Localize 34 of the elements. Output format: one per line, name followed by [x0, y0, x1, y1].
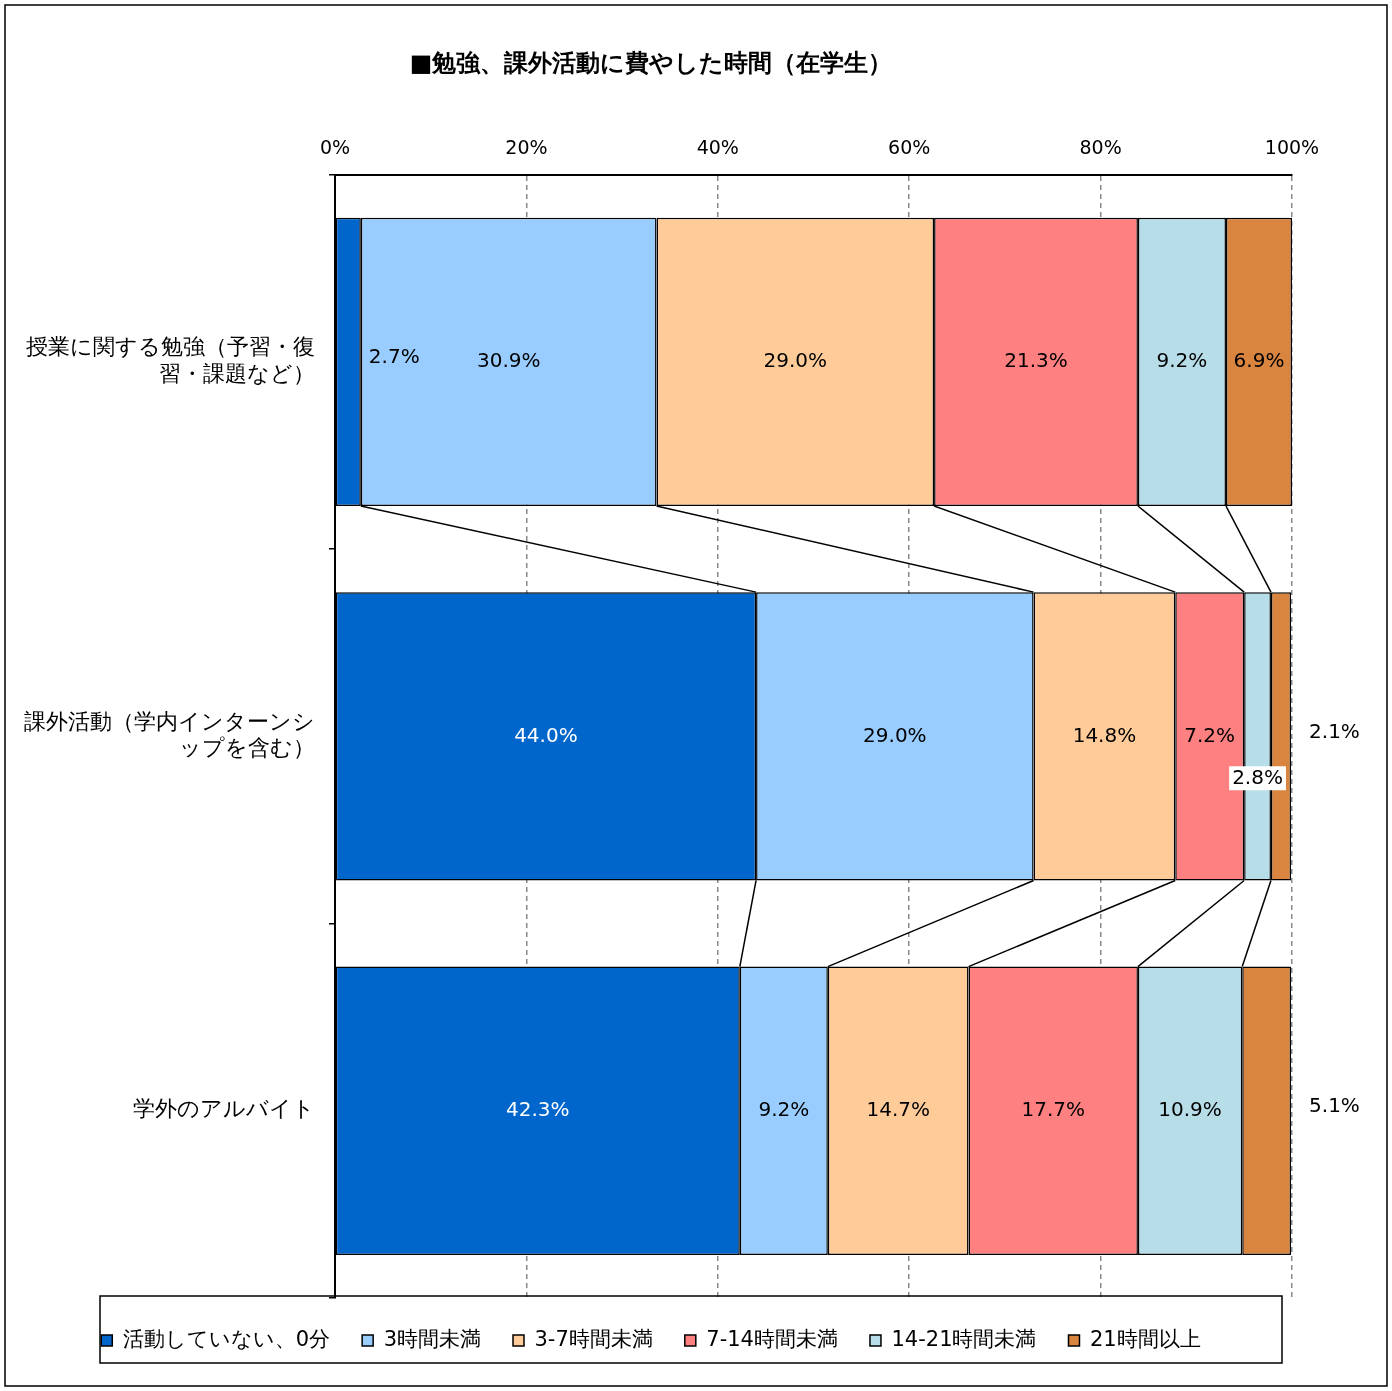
text: 2.7%: [368, 344, 420, 369]
text: 9.2%: [1156, 348, 1208, 373]
x-tick-label: 60%: [888, 136, 931, 159]
legend-label: 3時間未満: [383, 1326, 482, 1351]
text: 21.3%: [1004, 348, 1068, 373]
x-tick-label: 80%: [1079, 136, 1122, 159]
chart-title: ■勉強、課外活動に費やした時間（在学生）: [409, 48, 893, 77]
legend-label: 7-14時間未満: [706, 1326, 838, 1351]
y-tick-label: 課外活動（学内インターンシップを含む）: [24, 708, 315, 761]
x-tick-label: 40%: [696, 136, 739, 159]
text: 44.0%: [514, 722, 578, 747]
legend-label: 21時間以上: [1089, 1326, 1201, 1351]
x-tick-label: 20%: [505, 136, 548, 159]
y-tick-label: 学外のアルバイト: [133, 1096, 315, 1122]
legend-label: 14-21時間未満: [891, 1326, 1037, 1351]
text: 17.7%: [1021, 1096, 1085, 1121]
text: 10.9%: [1158, 1096, 1222, 1121]
legend-label: 3-7時間未満: [534, 1326, 653, 1351]
text: 9.2%: [758, 1096, 810, 1121]
text: 6.9%: [1233, 348, 1285, 373]
text: 14.8%: [1072, 722, 1137, 747]
text: 2.1%: [1309, 718, 1360, 743]
text: 29.0%: [863, 722, 927, 747]
text: 30.9%: [476, 348, 541, 373]
text: 42.3%: [506, 1096, 570, 1121]
x-tick-label: 100%: [1264, 136, 1320, 159]
legend-label: 活動していない、0分: [122, 1326, 331, 1351]
y-tick-label: 授業に関する勉強（予習・復習・課題など）: [26, 334, 315, 386]
text: 2.8%: [1232, 764, 1283, 789]
text: 14.7%: [866, 1096, 930, 1121]
text: 5.1%: [1309, 1092, 1360, 1117]
text: 7.2%: [1184, 722, 1236, 747]
x-tick-label: 0%: [319, 136, 351, 159]
text: 29.0%: [763, 348, 828, 373]
